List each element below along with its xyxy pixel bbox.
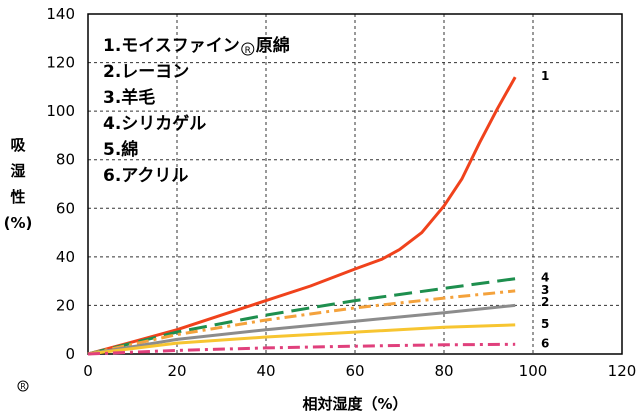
series-end-label-4: 4: [541, 271, 549, 285]
y-tick-label: 20: [56, 296, 75, 314]
legend-item: 6.アクリル: [103, 166, 188, 186]
legend: 1.モイスファイン R 原綿 2.レーヨン 3.羊毛 4.シリカゲル 5.綿 6.アクリル: [103, 35, 290, 186]
y-tick-label: 40: [56, 248, 75, 266]
series-end-labels: 1 432 5 6: [541, 69, 549, 350]
y-tick-label: 80: [56, 151, 75, 169]
registered-mark-letter: R: [20, 382, 26, 391]
axis-ticks: 0 20 40 60 80 100 120 0 20 40 60 80 100 120 140: [46, 5, 636, 380]
series-end-label-2: 2: [541, 295, 549, 309]
series-line-1: [87, 76, 517, 356]
y-tick-label: 60: [56, 199, 75, 217]
registered-mark-letter: R: [245, 46, 251, 56]
series-end-label-1: 1: [541, 69, 549, 83]
series-line-2: [87, 303, 516, 356]
x-tick-label: 100: [519, 362, 548, 380]
series-end-label-5: 5: [541, 317, 549, 331]
x-tick-label: 0: [83, 362, 93, 380]
x-tick-label: 60: [345, 362, 364, 380]
y-axis-title-char: 湿: [10, 162, 25, 180]
x-tick-label: 80: [434, 362, 453, 380]
x-tick-label: 20: [167, 362, 186, 380]
plot-frame: [87, 13, 623, 355]
series-line-4: [87, 277, 516, 356]
x-tick-label: 120: [608, 362, 637, 380]
legend-item: 4.シリカゲル: [103, 113, 206, 134]
y-tick-label: 140: [46, 5, 75, 23]
series-end-label-3: 3: [541, 283, 549, 297]
series-end-label-6: 6: [541, 336, 549, 350]
y-tick-label: 0: [65, 345, 75, 363]
legend-item-suffix: 原綿: [256, 35, 290, 56]
series-lines: [87, 76, 517, 356]
grid-lines: [88, 14, 622, 354]
legend-item: 3.羊毛: [103, 87, 155, 108]
x-tick-label: 40: [256, 362, 275, 380]
y-axis-title-char: (%): [4, 214, 33, 232]
series-line-3: [87, 289, 516, 356]
y-tick-label: 100: [46, 102, 75, 120]
registered-mark-icon: [241, 42, 255, 56]
x-axis-title: 相対湿度（%）: [302, 395, 407, 413]
y-axis-title-char: 性: [10, 188, 25, 206]
y-axis-title: 吸湿性 (%): [4, 136, 33, 232]
registered-mark-footnote: R: [17, 380, 29, 392]
y-axis-title-char: 吸: [10, 136, 26, 154]
registered-mark-icon: [17, 380, 29, 392]
legend-item: 2.レーヨン: [103, 62, 189, 82]
series-line-6: [87, 342, 516, 356]
series-line-5: [87, 323, 516, 356]
y-tick-label: 120: [46, 54, 75, 72]
legend-item: 5.綿: [103, 139, 138, 160]
legend-item: 1.モイスファイン: [103, 36, 240, 56]
